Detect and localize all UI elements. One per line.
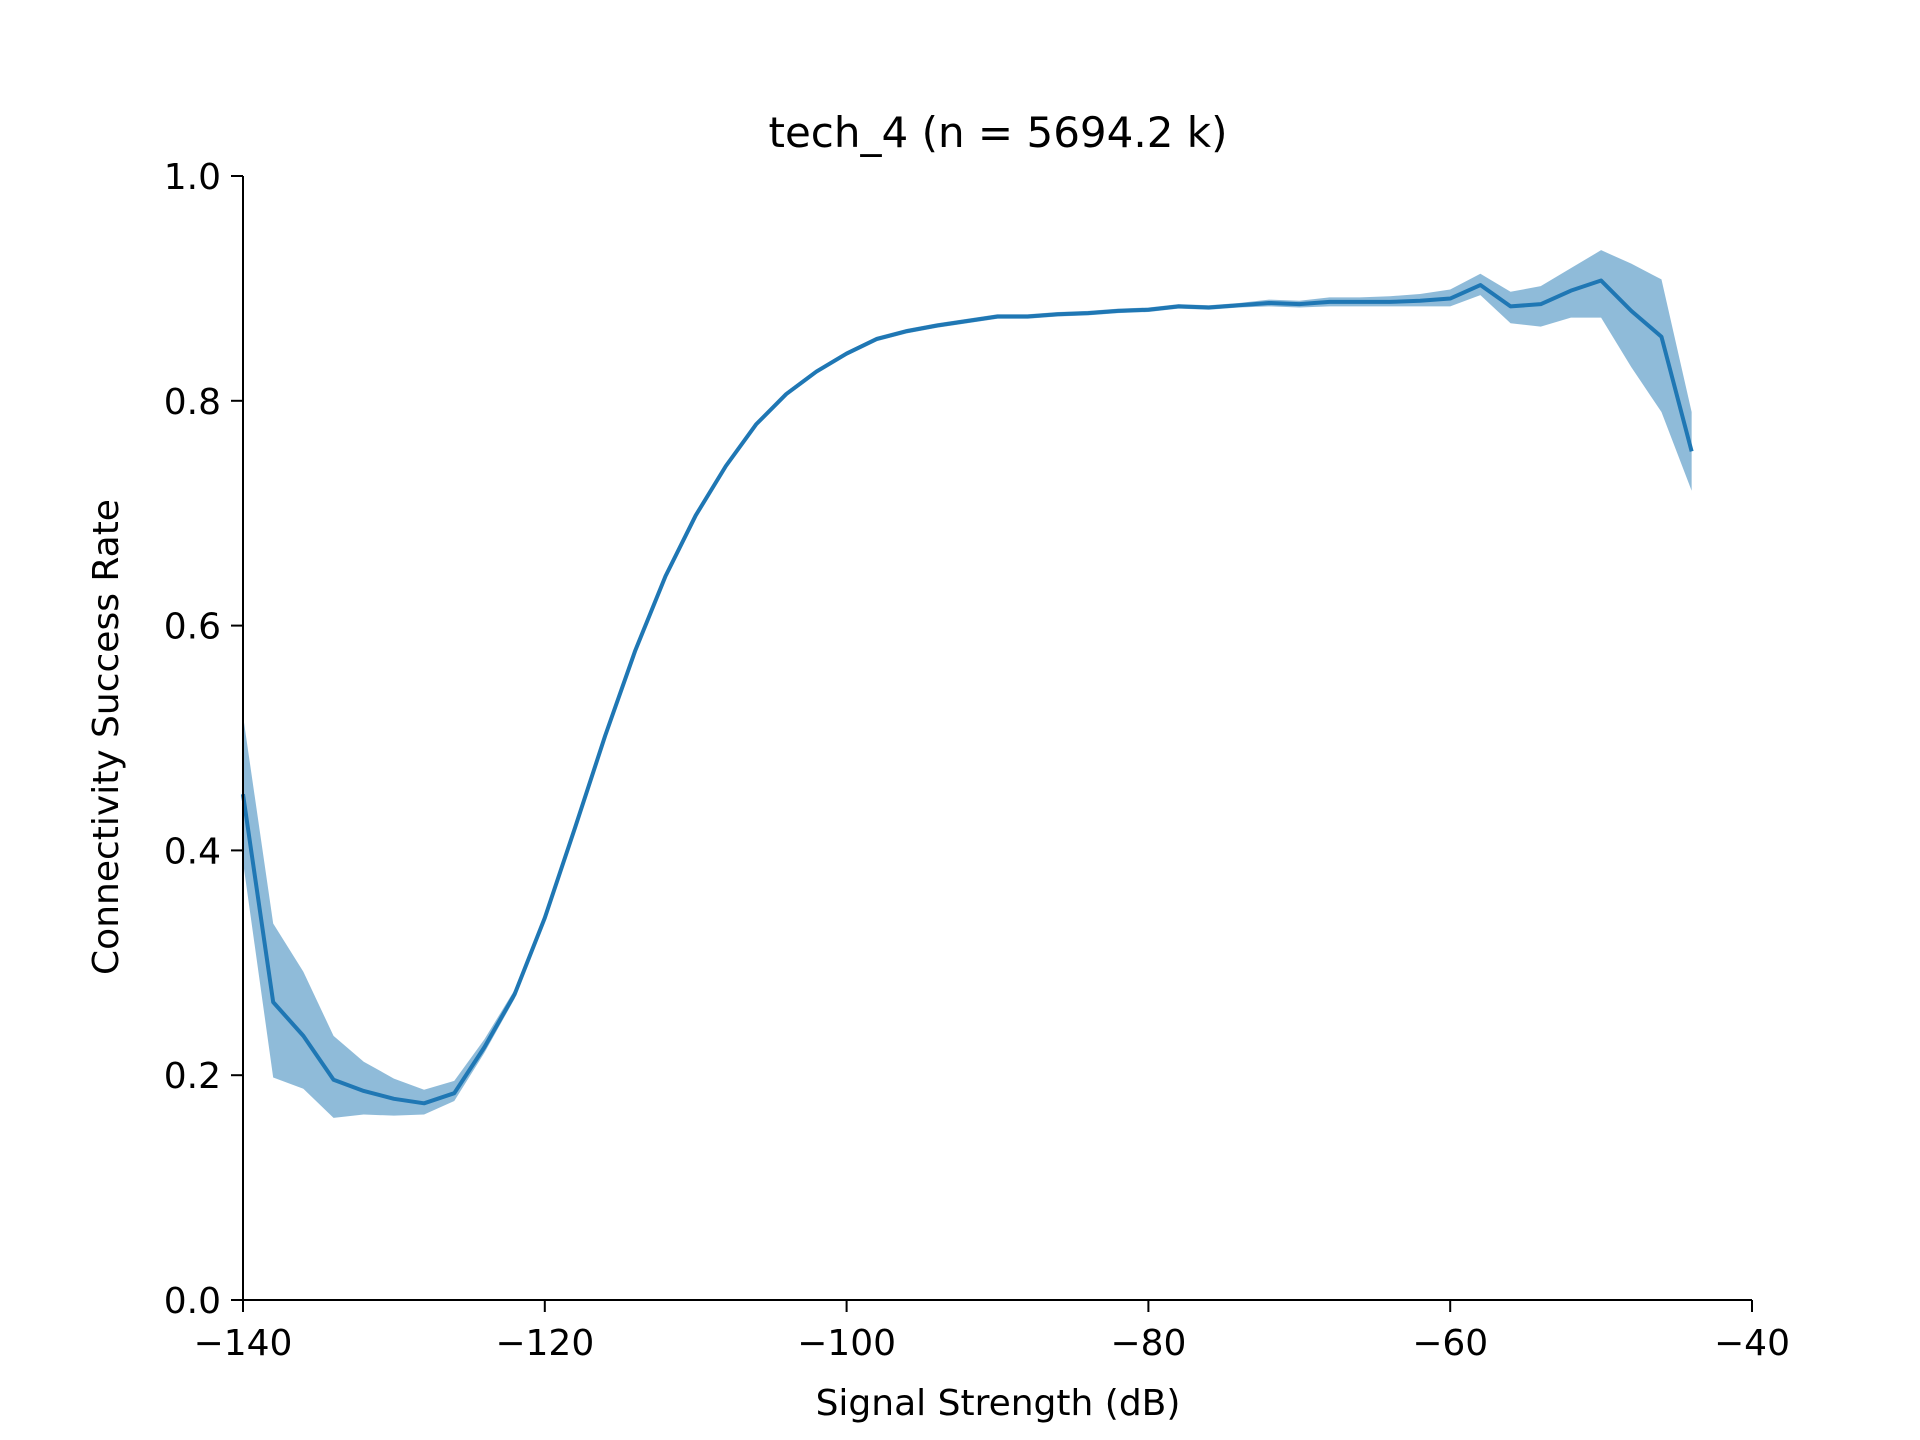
confidence-band	[243, 250, 1692, 1118]
x-tick-label: −140	[194, 1323, 293, 1364]
y-tick-label: 0.0	[164, 1281, 221, 1322]
y-tick-label: 0.2	[164, 1056, 221, 1097]
y-tick-label: 0.8	[164, 382, 221, 423]
y-tick-label: 0.4	[164, 831, 221, 872]
y-axis-label: Connectivity Success Rate	[86, 499, 127, 975]
x-axis-label: Signal Strength (dB)	[816, 1383, 1181, 1424]
series-line	[241, 278, 1694, 1106]
x-tick-label: −60	[1412, 1323, 1488, 1364]
x-tick-label: −100	[797, 1323, 896, 1364]
y-tick-label: 1.0	[164, 157, 221, 198]
chart-title: tech_4 (n = 5694.2 k)	[768, 108, 1227, 157]
x-tick-label: −40	[1714, 1323, 1790, 1364]
y-tick-label: 0.6	[164, 607, 221, 648]
y-axis-ticks: 0.0 0.2 0.4 0.6 0.8 1.0	[164, 157, 243, 1322]
x-axis-ticks: −140 −120 −100 −80 −60 −40	[194, 1300, 1790, 1364]
x-tick-label: −120	[495, 1323, 594, 1364]
x-tick-label: −80	[1110, 1323, 1186, 1364]
